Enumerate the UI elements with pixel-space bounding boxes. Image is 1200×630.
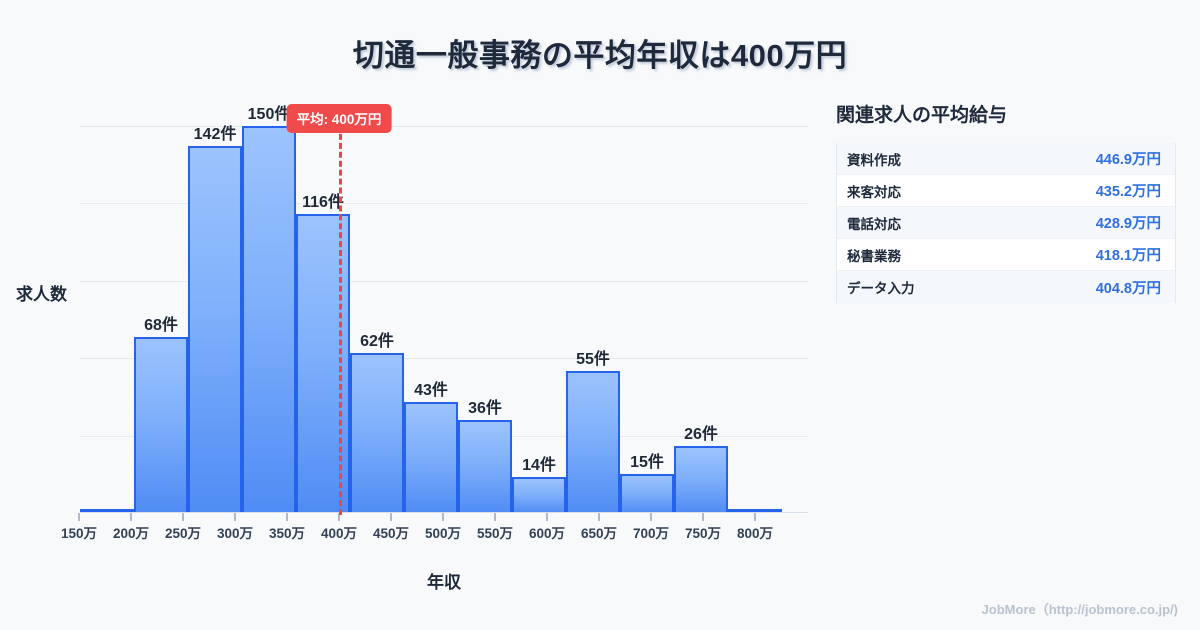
bar-value-label: 68件 bbox=[144, 317, 178, 335]
bar-slot: 15件 bbox=[620, 100, 674, 513]
table-row[interactable]: 来客対応 435.2万円 bbox=[837, 175, 1175, 207]
x-axis-tick bbox=[598, 513, 600, 521]
bar[interactable]: 26件 bbox=[674, 426, 728, 513]
bar-value-label: 14件 bbox=[522, 456, 556, 474]
bar-slot bbox=[728, 100, 782, 513]
x-axis-tick bbox=[390, 513, 392, 521]
bar-slot: 26件 bbox=[674, 100, 728, 513]
bar[interactable]: 14件 bbox=[512, 457, 566, 513]
x-axis-tick-label: 800万 bbox=[736, 526, 774, 541]
x-axis-tick-label: 550万 bbox=[476, 526, 514, 541]
gridline bbox=[80, 125, 808, 127]
table-row[interactable]: 電話対応 428.9万円 bbox=[837, 207, 1175, 239]
x-axis-tick bbox=[754, 513, 756, 521]
table-row[interactable]: 資料作成 446.9万円 bbox=[837, 143, 1175, 175]
bar-value-label: 150件 bbox=[247, 105, 291, 123]
x-axis-tick bbox=[130, 513, 132, 521]
related-salary-label: 来客対応 bbox=[847, 184, 901, 200]
related-salary-value: 446.9万円 bbox=[1095, 152, 1161, 168]
x-axis-tick-label: 150万 bbox=[60, 526, 98, 541]
x-axis-tick bbox=[286, 513, 288, 521]
x-axis-tick-label: 500万 bbox=[424, 526, 462, 541]
gridline bbox=[80, 203, 808, 205]
bar-value-label: 55件 bbox=[576, 351, 610, 369]
gridline bbox=[80, 358, 808, 360]
bar-slot: 36件 bbox=[458, 100, 512, 513]
x-axis-tick-label: 350万 bbox=[268, 526, 306, 541]
x-axis-tick-label: 200万 bbox=[112, 526, 150, 541]
x-axis-tick bbox=[494, 513, 496, 521]
bar[interactable]: 68件 bbox=[134, 317, 188, 513]
bar[interactable]: 142件 bbox=[188, 126, 242, 513]
y-axis-title: 求人数 bbox=[16, 285, 67, 304]
bar-slot: 62件 bbox=[350, 100, 404, 513]
footer-credit: JobMore（http://jobmore.co.jp/) bbox=[981, 602, 1178, 617]
related-salary-value: 404.8万円 bbox=[1095, 280, 1161, 297]
bar-slot: 43件 bbox=[404, 100, 458, 513]
bar-value-label: 36件 bbox=[468, 400, 502, 418]
related-salary-label: 電話対応 bbox=[847, 216, 901, 232]
x-axis-tick-label: 300万 bbox=[216, 526, 254, 541]
x-axis-tick bbox=[338, 513, 340, 521]
page-title: 切通一般事務の平均年収は400万円 bbox=[352, 38, 848, 73]
x-axis-tick-label: 450万 bbox=[372, 526, 410, 541]
related-salary-value: 435.2万円 bbox=[1095, 184, 1161, 200]
bar[interactable]: 15件 bbox=[620, 454, 674, 513]
chart-area: 求人数 68件 142件 150件 116件 62件 43件 36件 14件 55件 15件 26件… bbox=[16, 100, 808, 592]
x-axis-tick-label: 600万 bbox=[528, 526, 566, 541]
related-salary-table: 資料作成 446.9万円来客対応 435.2万円電話対応 428.9万円秘書業務 418… bbox=[836, 143, 1176, 303]
x-axis-tick bbox=[78, 513, 80, 521]
related-salary-label: 秘書業務 bbox=[847, 248, 901, 264]
bar-slot: 68件 bbox=[134, 100, 188, 513]
table-row[interactable]: 秘書業務 418.1万円 bbox=[837, 239, 1175, 271]
average-line bbox=[339, 125, 342, 515]
x-axis-tick-label: 750万 bbox=[684, 526, 722, 541]
bar-value-label: 15件 bbox=[630, 454, 664, 472]
related-salary-title: 関連求人の平均給与 bbox=[836, 105, 1008, 126]
bar[interactable]: 36件 bbox=[458, 400, 512, 513]
x-axis-tick bbox=[442, 513, 444, 521]
plot-region: 68件 142件 150件 116件 62件 43件 36件 14件 55件 15件 26件 bbox=[80, 100, 808, 513]
related-salary-label: 資料作成 bbox=[847, 152, 901, 168]
x-axis-tick bbox=[234, 513, 236, 521]
bar-slot bbox=[782, 100, 808, 513]
bar-slot bbox=[80, 100, 134, 513]
x-axis-line bbox=[80, 512, 808, 513]
x-axis-labels: 150万 200万 250万 300万 350万 400万 450万 500万 550万 600万… bbox=[61, 522, 808, 544]
related-salary-value: 428.9万円 bbox=[1095, 216, 1161, 232]
x-axis-tick bbox=[650, 513, 652, 521]
bar-slot: 14件 bbox=[512, 100, 566, 513]
bar-value-label: 43件 bbox=[414, 382, 448, 400]
bar-value-label: 62件 bbox=[360, 332, 394, 350]
x-axis-tick bbox=[546, 513, 548, 521]
table-row[interactable]: データ入力 404.8万円 bbox=[837, 271, 1175, 303]
bar-value-label: 26件 bbox=[684, 425, 718, 443]
related-salary-label: データ入力 bbox=[847, 281, 915, 296]
x-axis-title: 年収 bbox=[427, 573, 461, 592]
bar[interactable]: 150件 bbox=[242, 106, 296, 513]
x-axis-tick bbox=[702, 513, 704, 521]
bar[interactable]: 55件 bbox=[566, 351, 620, 513]
bar-value-label: 116件 bbox=[302, 193, 344, 211]
related-salary-value: 418.1万円 bbox=[1095, 248, 1161, 264]
bar-series: 68件 142件 150件 116件 62件 43件 36件 14件 55件 15件 26件 bbox=[80, 100, 808, 513]
x-axis-tick-label: 250万 bbox=[164, 526, 202, 541]
bar-slot: 150件 bbox=[242, 100, 296, 513]
x-axis-tick-label: 400万 bbox=[320, 526, 358, 541]
x-axis-tick-label: 700万 bbox=[632, 526, 670, 541]
bar[interactable]: 43件 bbox=[404, 382, 458, 513]
related-salary-panel: 関連求人の平均給与 資料作成 446.9万円来客対応 435.2万円電話対応 428.… bbox=[836, 100, 1176, 303]
bar-slot: 142件 bbox=[188, 100, 242, 513]
x-axis-tick-label: 650万 bbox=[580, 526, 618, 541]
average-badge: 平均: 400万円 bbox=[286, 104, 392, 133]
bar-value-label: 142件 bbox=[193, 126, 237, 144]
gridline bbox=[80, 280, 808, 282]
x-axis-tick bbox=[182, 513, 184, 521]
bar-slot: 55件 bbox=[566, 100, 620, 513]
bar[interactable]: 62件 bbox=[350, 333, 404, 513]
x-axis-ticks bbox=[78, 513, 808, 521]
